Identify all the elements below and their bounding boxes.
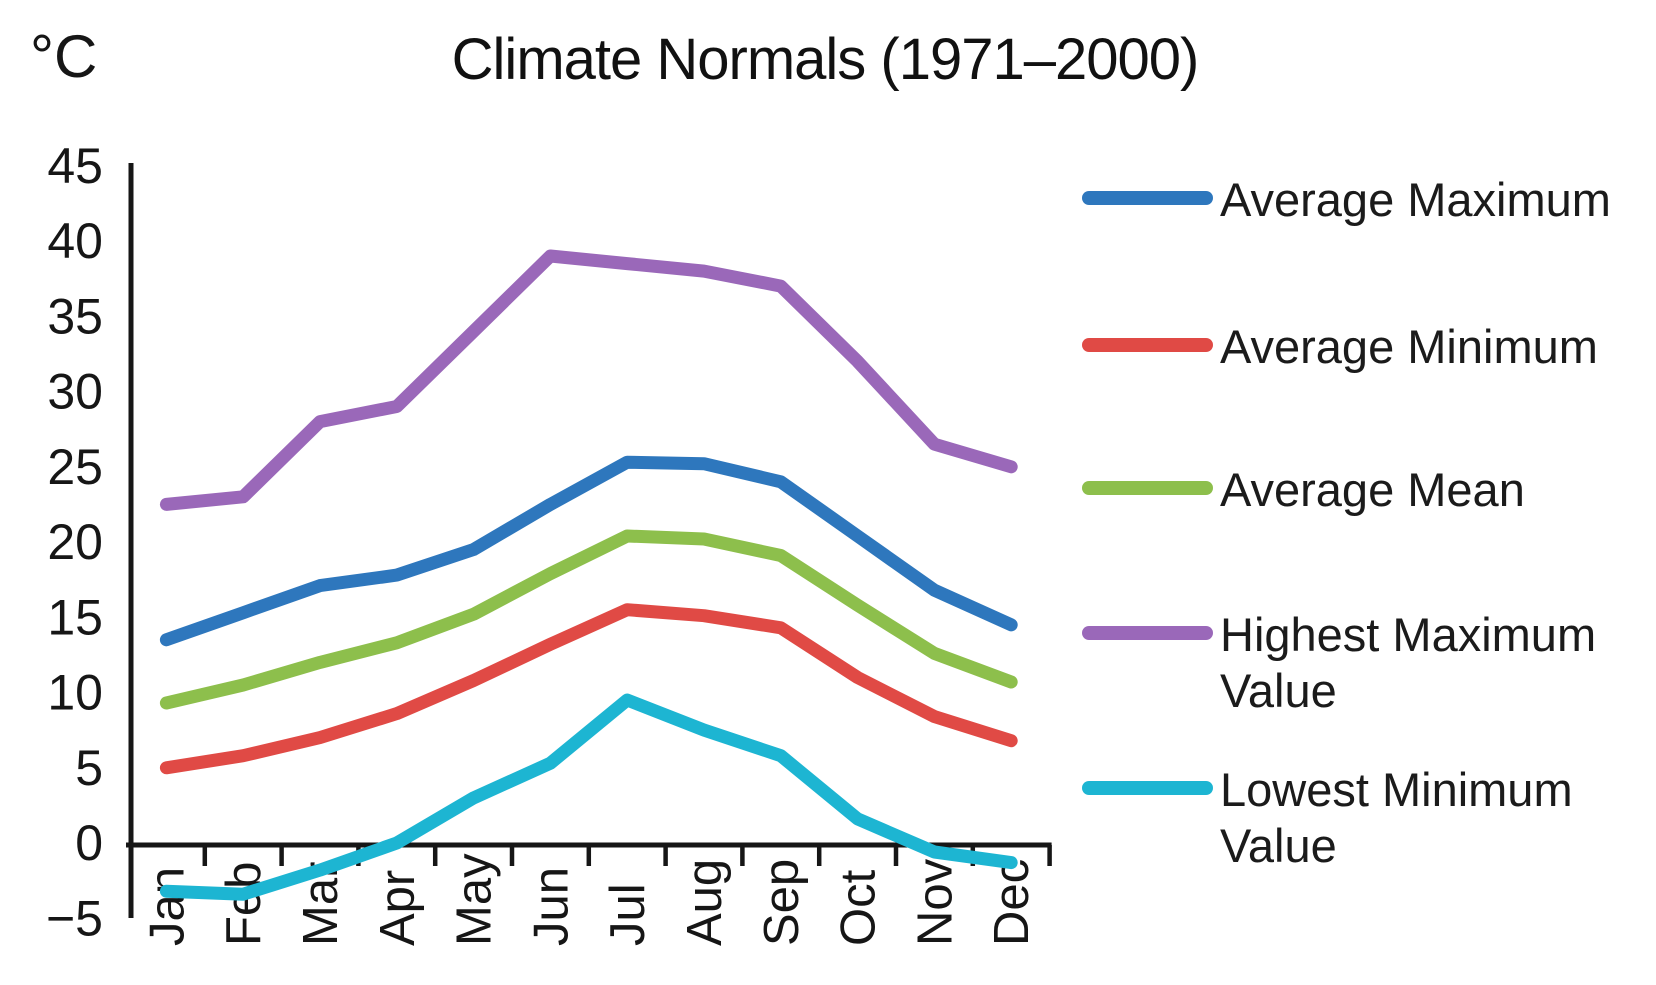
legend-swatch-average-minimum: [1082, 338, 1213, 352]
y-tick-label: 25: [47, 439, 103, 495]
legend-label: Average Mean: [1220, 463, 1525, 516]
legend-item-highest-maximum-value: Highest Maximum Value: [1082, 607, 1656, 719]
legend-swatch-average-mean: [1082, 481, 1213, 495]
series-line-average-maximum: [159, 455, 1018, 647]
legend-item-average-minimum: Average Minimum: [1082, 319, 1656, 375]
x-tick-label: Nov: [908, 858, 962, 946]
y-tick-label: 35: [47, 288, 103, 344]
x-tick-label: Jan: [140, 867, 194, 946]
legend-swatch-average-maximum: [1082, 191, 1213, 205]
y-tick-label: 5: [75, 740, 103, 796]
x-tick-label: Aug: [678, 859, 732, 946]
series-line-lowest-minimum-value: [159, 693, 1018, 901]
x-tick-label: Jul: [601, 883, 655, 946]
y-tick-label: 30: [47, 364, 103, 420]
x-tick-label: Jun: [524, 867, 578, 946]
y-tick-label: −5: [46, 890, 103, 946]
y-tick-label: 15: [47, 589, 103, 645]
legend-swatch-highest-maximum-value: [1082, 626, 1213, 640]
legend-label: Average Maximum: [1220, 173, 1611, 226]
legend-label: Average Minimum: [1220, 320, 1598, 373]
x-tick-label: Apr: [371, 870, 425, 946]
legend-label: Lowest Minimum Value: [1220, 763, 1573, 872]
chart-title: Climate Normals (1971–2000): [451, 27, 1200, 92]
y-tick-label: 40: [47, 213, 103, 269]
series-line-highest-maximum-value: [159, 249, 1018, 511]
legend-swatch-lowest-minimum-value: [1082, 781, 1213, 795]
series-line-average-mean: [159, 529, 1018, 710]
y-tick-label: 0: [75, 815, 103, 871]
y-axis-unit-label: °C: [30, 23, 98, 90]
legend-item-lowest-minimum-value: Lowest Minimum Value: [1082, 762, 1656, 874]
x-tick-label: Oct: [832, 869, 886, 946]
series-line-average-minimum: [159, 603, 1018, 775]
y-tick-label: 45: [47, 138, 103, 194]
x-tick-label: Dec: [985, 859, 1039, 946]
y-tick-label: 20: [47, 514, 103, 570]
legend-item-average-mean: Average Mean: [1082, 462, 1656, 518]
x-tick-label: Sep: [755, 859, 809, 946]
y-tick-label: 10: [47, 665, 103, 721]
x-tick-label: May: [448, 853, 502, 946]
legend-item-average-maximum: Average Maximum: [1082, 172, 1656, 228]
legend-label: Highest Maximum Value: [1220, 608, 1597, 717]
x-tick-label: Feb: [217, 862, 271, 946]
